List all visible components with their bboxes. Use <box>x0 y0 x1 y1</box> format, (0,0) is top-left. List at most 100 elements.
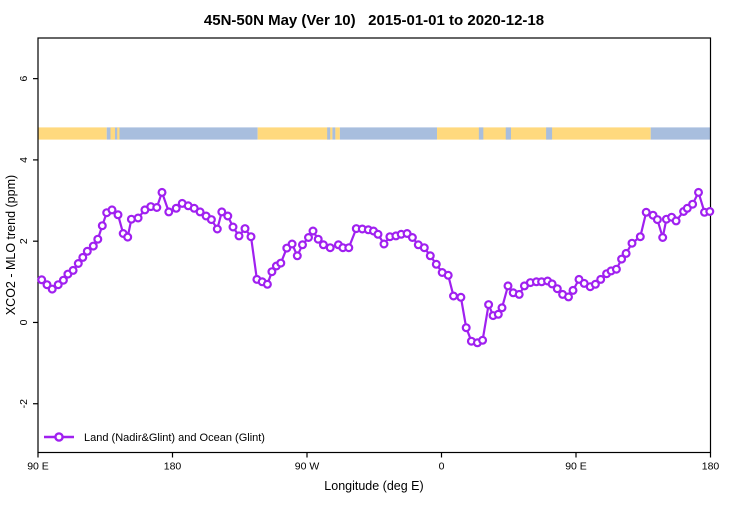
surface-band-land <box>117 127 120 140</box>
data-point <box>217 207 227 217</box>
data-point <box>246 232 256 242</box>
surface-band-land <box>257 127 333 140</box>
data-point <box>344 243 354 253</box>
surface-band-ocean <box>478 127 484 140</box>
x-tick-label: 90 E <box>27 461 49 473</box>
y-tick-label: 6 <box>18 76 30 82</box>
x-axis-label: Longitude (deg E) <box>324 479 423 493</box>
data-point <box>431 259 441 269</box>
data-point <box>688 199 698 209</box>
x-tick-label: 90 E <box>565 461 587 473</box>
data-point <box>308 226 318 236</box>
data-point <box>373 229 383 239</box>
data-point <box>82 246 92 256</box>
data-point <box>568 285 578 295</box>
surface-band-land <box>335 127 340 140</box>
data-point <box>97 221 107 231</box>
data-point <box>78 252 88 262</box>
surface-band-land <box>437 127 651 140</box>
data-point <box>107 205 117 215</box>
data-point <box>325 243 335 253</box>
surface-band-land <box>38 127 107 140</box>
data-point <box>298 240 308 250</box>
data-point <box>276 258 286 268</box>
data-point <box>547 279 557 289</box>
data-point <box>563 292 573 302</box>
y-tick-label: 2 <box>18 238 30 244</box>
data-point <box>47 284 57 294</box>
land-ocean-band <box>38 127 711 140</box>
surface-band-ocean <box>106 127 258 140</box>
data-point <box>88 241 98 251</box>
data-point <box>484 300 494 310</box>
data-point <box>123 232 133 242</box>
data-series <box>37 187 715 348</box>
data-point <box>171 203 181 213</box>
data-point <box>292 251 302 261</box>
data-point <box>596 274 606 284</box>
x-tick-label: 180 <box>164 461 182 473</box>
data-point <box>552 284 562 294</box>
data-point <box>206 215 216 225</box>
data-point <box>113 210 123 220</box>
data-point <box>313 234 323 244</box>
data-point <box>449 291 459 301</box>
surface-band-ocean <box>327 127 331 140</box>
data-point <box>267 267 277 277</box>
data-point <box>93 234 103 244</box>
y-tick-label: 0 <box>18 319 30 325</box>
data-point <box>157 187 167 197</box>
data-point <box>478 335 488 345</box>
data-point <box>234 231 244 241</box>
data-point <box>419 243 429 253</box>
data-point <box>304 233 314 243</box>
data-point <box>133 213 143 223</box>
data-point <box>164 207 174 217</box>
surface-band-ocean <box>650 127 711 140</box>
data-point <box>58 275 68 285</box>
x-tick-label: 180 <box>702 461 720 473</box>
data-point <box>514 289 524 299</box>
surface-band-ocean <box>505 127 511 140</box>
y-tick-label: 4 <box>18 157 30 163</box>
data-point <box>611 264 621 274</box>
data-point <box>240 224 250 234</box>
data-point <box>493 309 503 319</box>
plot-border <box>37 37 712 454</box>
x-tick-label: 90 W <box>295 461 320 473</box>
data-point <box>652 215 662 225</box>
legend: Land (Nadir&Glint) and Ocean (Glint) <box>44 432 265 444</box>
data-point <box>443 270 453 280</box>
data-point <box>223 211 233 221</box>
data-point <box>705 207 715 217</box>
y-tick-label: -2 <box>18 399 30 408</box>
data-point <box>658 233 668 243</box>
data-point <box>635 232 645 242</box>
data-point <box>425 251 435 261</box>
data-point <box>456 292 466 302</box>
data-point <box>195 207 205 217</box>
data-point <box>671 216 681 226</box>
surface-band-ocean <box>339 127 438 140</box>
data-point <box>407 233 417 243</box>
data-point <box>627 238 637 248</box>
data-point <box>693 187 703 197</box>
y-axis-ticks: -2 0 2 4 6 <box>18 76 38 408</box>
x-tick-label: 0 <box>439 461 445 473</box>
data-point <box>621 248 631 258</box>
data-point <box>262 279 272 289</box>
legend-marker-icon <box>54 432 64 442</box>
y-axis-label: XCO2 - MLO trend (ppm) <box>4 175 18 315</box>
surface-band-ocean <box>332 127 336 140</box>
x-axis-ticks: 90 E 180 90 W 0 90 E 180 <box>27 452 720 473</box>
data-point <box>617 254 627 264</box>
data-point <box>379 239 389 249</box>
surface-band-ocean <box>546 127 553 140</box>
data-point <box>37 275 47 285</box>
data-point <box>287 239 297 249</box>
data-point <box>497 303 507 313</box>
data-point <box>503 281 513 291</box>
data-point <box>68 265 78 275</box>
